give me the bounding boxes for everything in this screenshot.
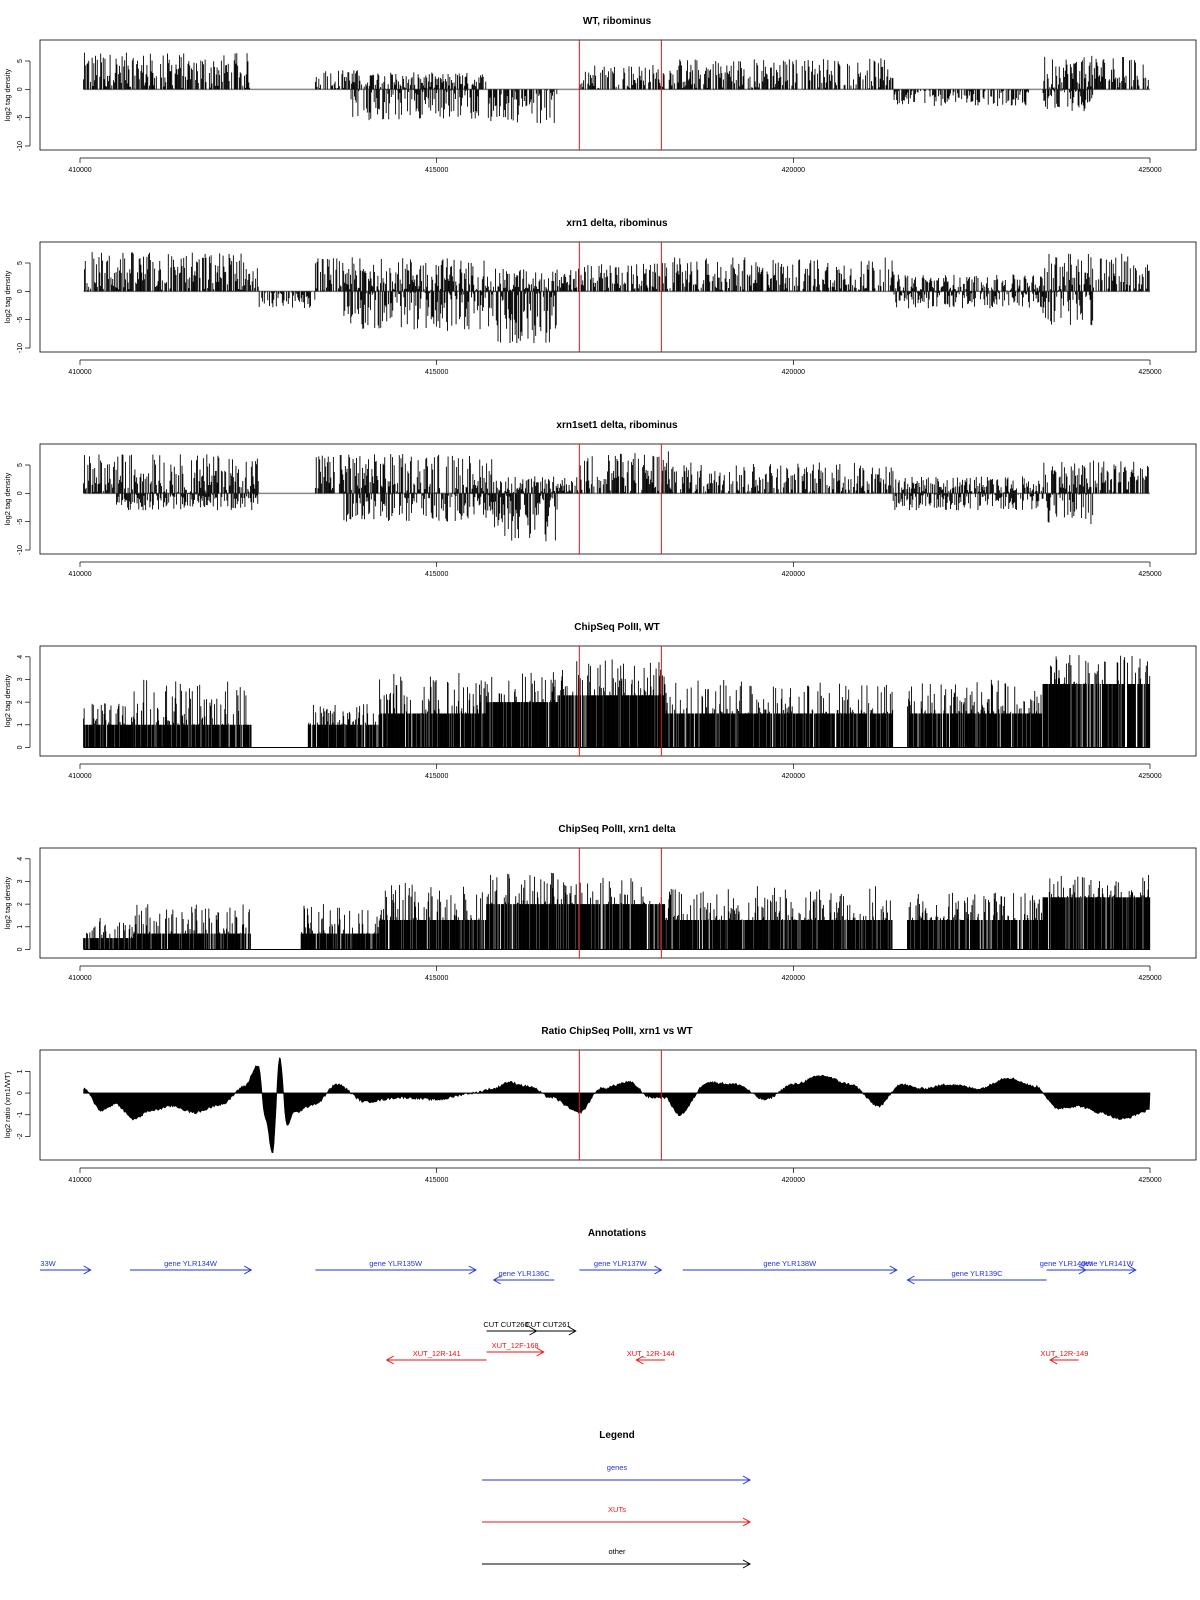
y-tick-label: -10 xyxy=(17,141,24,151)
data-bars xyxy=(83,451,1150,542)
y-tick-label: 5 xyxy=(17,59,24,63)
x-tick-label: 425000 xyxy=(1138,369,1161,376)
y-axis-label: log2 tag density xyxy=(3,472,12,525)
y-tick-label: 0 xyxy=(17,87,24,91)
y-tick-label: 0 xyxy=(17,745,24,749)
y-tick-label: 2 xyxy=(17,700,24,704)
x-tick-label: 420000 xyxy=(782,167,805,174)
panel-title: ChipSeq PolII, WT xyxy=(574,622,660,633)
y-axis-label: log2 tag density xyxy=(3,270,12,323)
data-bars xyxy=(83,252,1150,344)
panel-title: xrn1set1 delta, ribominus xyxy=(556,420,678,431)
y-axis-label: log2 tag density xyxy=(3,674,12,727)
panel-2: xrn1 delta, ribominus 5 0 -5 -10 log2 tag den… xyxy=(3,218,1197,376)
panel-1: WT, ribominus 5 0 -5 -10 log2 tag density 4100… xyxy=(3,16,1197,174)
x-tick-label: 425000 xyxy=(1138,571,1161,578)
x-tick-label: 425000 xyxy=(1138,167,1161,174)
y-tick-label: -10 xyxy=(17,343,24,353)
y-tick-label: 0 xyxy=(17,289,24,293)
plot-frame xyxy=(39,241,1197,353)
x-tick-label: 410000 xyxy=(68,167,91,174)
x-tick-label: 410000 xyxy=(68,369,91,376)
y-tick-label: 0 xyxy=(17,491,24,495)
y-tick-label: 3 xyxy=(17,677,24,681)
plot-frame xyxy=(39,645,1197,757)
x-tick-label: 420000 xyxy=(782,571,805,578)
panel-title: xrn1 delta, ribominus xyxy=(566,218,668,229)
y-tick-label: -5 xyxy=(17,316,24,322)
x-tick-label: 410000 xyxy=(68,773,91,780)
x-tick-label: 415000 xyxy=(425,369,448,376)
plot-frame xyxy=(39,443,1197,555)
x-tick-label: 415000 xyxy=(425,773,448,780)
y-tick-label: 5 xyxy=(17,463,24,467)
y-tick-label: -5 xyxy=(17,518,24,524)
y-tick-label: 5 xyxy=(17,261,24,265)
x-tick-label: 420000 xyxy=(782,773,805,780)
data-bars xyxy=(83,52,1150,124)
y-tick-label: -5 xyxy=(17,114,24,120)
data-bars xyxy=(83,654,1151,748)
y-tick-label: 4 xyxy=(17,655,24,659)
y-tick-label: 1 xyxy=(17,723,24,727)
x-tick-label: 415000 xyxy=(425,571,448,578)
x-tick-label: 415000 xyxy=(425,167,448,174)
panel-title: WT, ribominus xyxy=(583,16,652,27)
y-axis-label: log2 tag density xyxy=(3,68,12,121)
x-tick-label: 425000 xyxy=(1138,773,1161,780)
panel-3: xrn1set1 delta, ribominus 5 0 -5 -10 log2 tag… xyxy=(3,420,1197,578)
x-tick-label: 410000 xyxy=(68,571,91,578)
y-tick-label: -10 xyxy=(17,545,24,555)
panel-4: ChipSeq PolII, WT 0 1 2 3 4 log2 tag density 41… xyxy=(3,622,1197,780)
x-tick-label: 420000 xyxy=(782,369,805,376)
plot-frame xyxy=(39,39,1197,151)
